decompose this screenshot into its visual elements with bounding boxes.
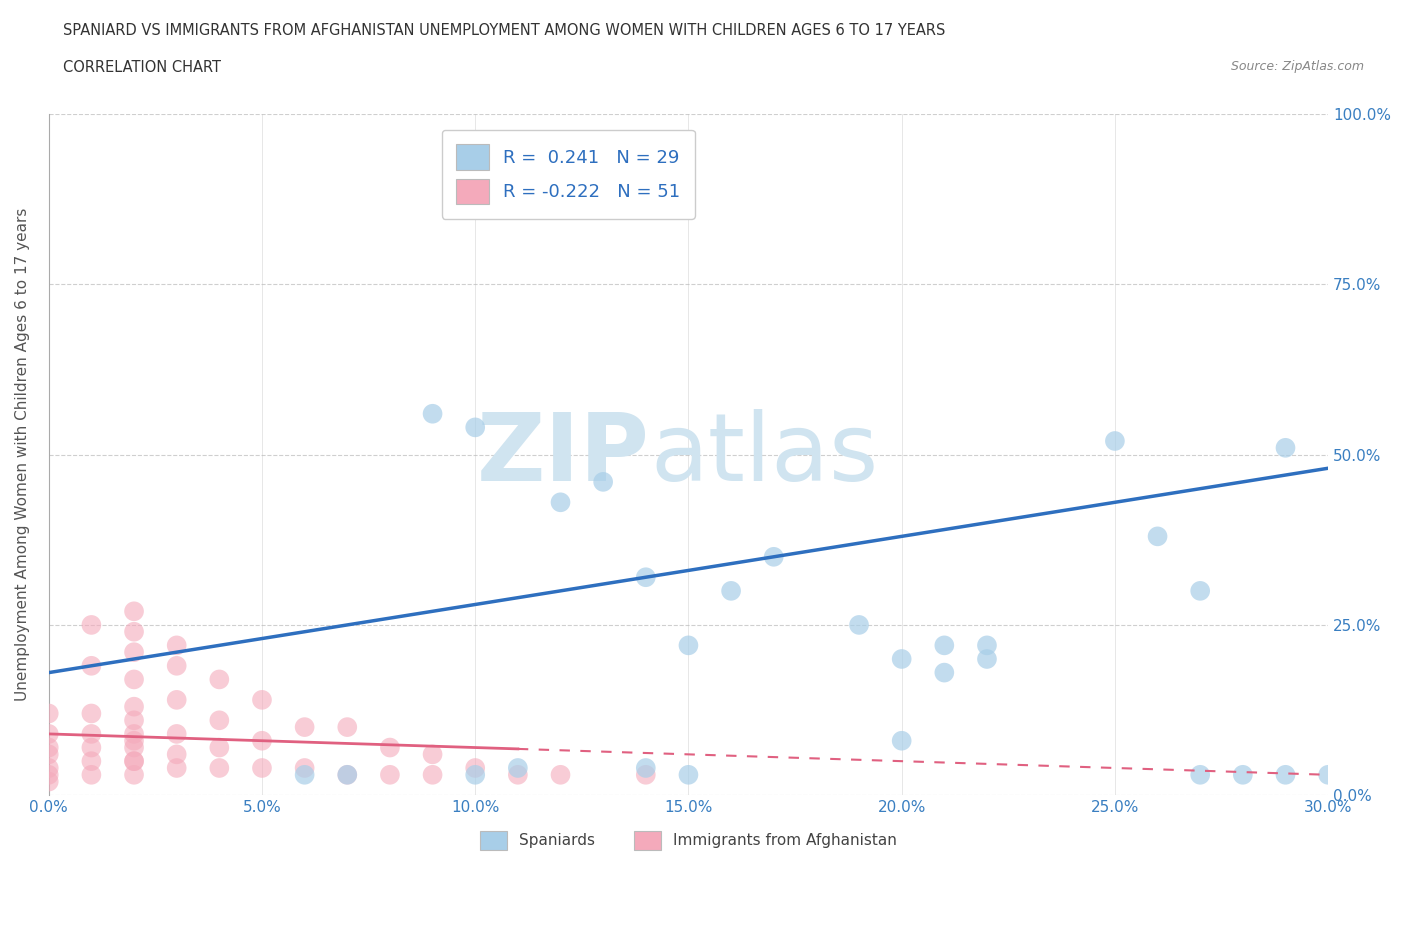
Point [634,761,657,776]
Point [464,420,486,435]
Point [294,767,316,782]
Text: Source: ZipAtlas.com: Source: ZipAtlas.com [1230,60,1364,73]
Point [422,747,444,762]
Point [80,740,103,755]
Point [1146,529,1168,544]
Point [678,638,700,653]
Point [166,638,188,653]
Point [122,733,145,748]
Point [1274,441,1296,456]
Point [122,713,145,728]
Point [208,740,231,755]
Point [80,658,103,673]
Point [422,406,444,421]
Point [890,652,912,667]
Point [80,726,103,741]
Point [1274,767,1296,782]
Point [38,706,60,721]
Point [122,624,145,639]
Point [122,767,145,782]
Text: ZIP: ZIP [477,408,650,500]
Point [38,767,60,782]
Point [336,767,359,782]
Point [38,774,60,789]
Point [80,618,103,632]
Point [976,652,998,667]
Point [1104,433,1126,448]
Y-axis label: Unemployment Among Women with Children Ages 6 to 17 years: Unemployment Among Women with Children A… [15,208,30,701]
Point [976,638,998,653]
Point [38,761,60,776]
Point [1317,767,1340,782]
Text: CORRELATION CHART: CORRELATION CHART [63,60,221,75]
Legend: Spaniards, Immigrants from Afghanistan: Spaniards, Immigrants from Afghanistan [474,825,903,856]
Point [250,733,273,748]
Point [634,570,657,585]
Point [550,495,572,510]
Point [166,693,188,708]
Point [336,720,359,735]
Point [166,658,188,673]
Point [848,618,870,632]
Text: SPANIARD VS IMMIGRANTS FROM AFGHANISTAN UNEMPLOYMENT AMONG WOMEN WITH CHILDREN A: SPANIARD VS IMMIGRANTS FROM AFGHANISTAN … [63,23,946,38]
Point [464,767,486,782]
Point [208,761,231,776]
Point [122,753,145,768]
Point [122,699,145,714]
Point [378,767,401,782]
Text: atlas: atlas [650,408,879,500]
Point [80,753,103,768]
Point [166,747,188,762]
Point [122,753,145,768]
Point [80,767,103,782]
Point [122,726,145,741]
Point [122,672,145,687]
Point [294,720,316,735]
Point [250,761,273,776]
Point [506,767,529,782]
Point [38,747,60,762]
Point [890,733,912,748]
Point [166,761,188,776]
Point [122,604,145,618]
Point [1232,767,1254,782]
Point [208,672,231,687]
Point [934,665,956,680]
Point [378,740,401,755]
Point [422,767,444,782]
Point [80,706,103,721]
Point [678,767,700,782]
Point [592,474,614,489]
Point [762,550,785,565]
Point [550,767,572,782]
Point [720,583,742,598]
Point [934,638,956,653]
Point [294,761,316,776]
Point [166,726,188,741]
Point [634,767,657,782]
Point [250,693,273,708]
Point [208,713,231,728]
Point [1189,583,1212,598]
Point [38,726,60,741]
Point [506,761,529,776]
Point [336,767,359,782]
Point [1189,767,1212,782]
Point [38,740,60,755]
Point [464,761,486,776]
Point [122,644,145,659]
Point [122,740,145,755]
